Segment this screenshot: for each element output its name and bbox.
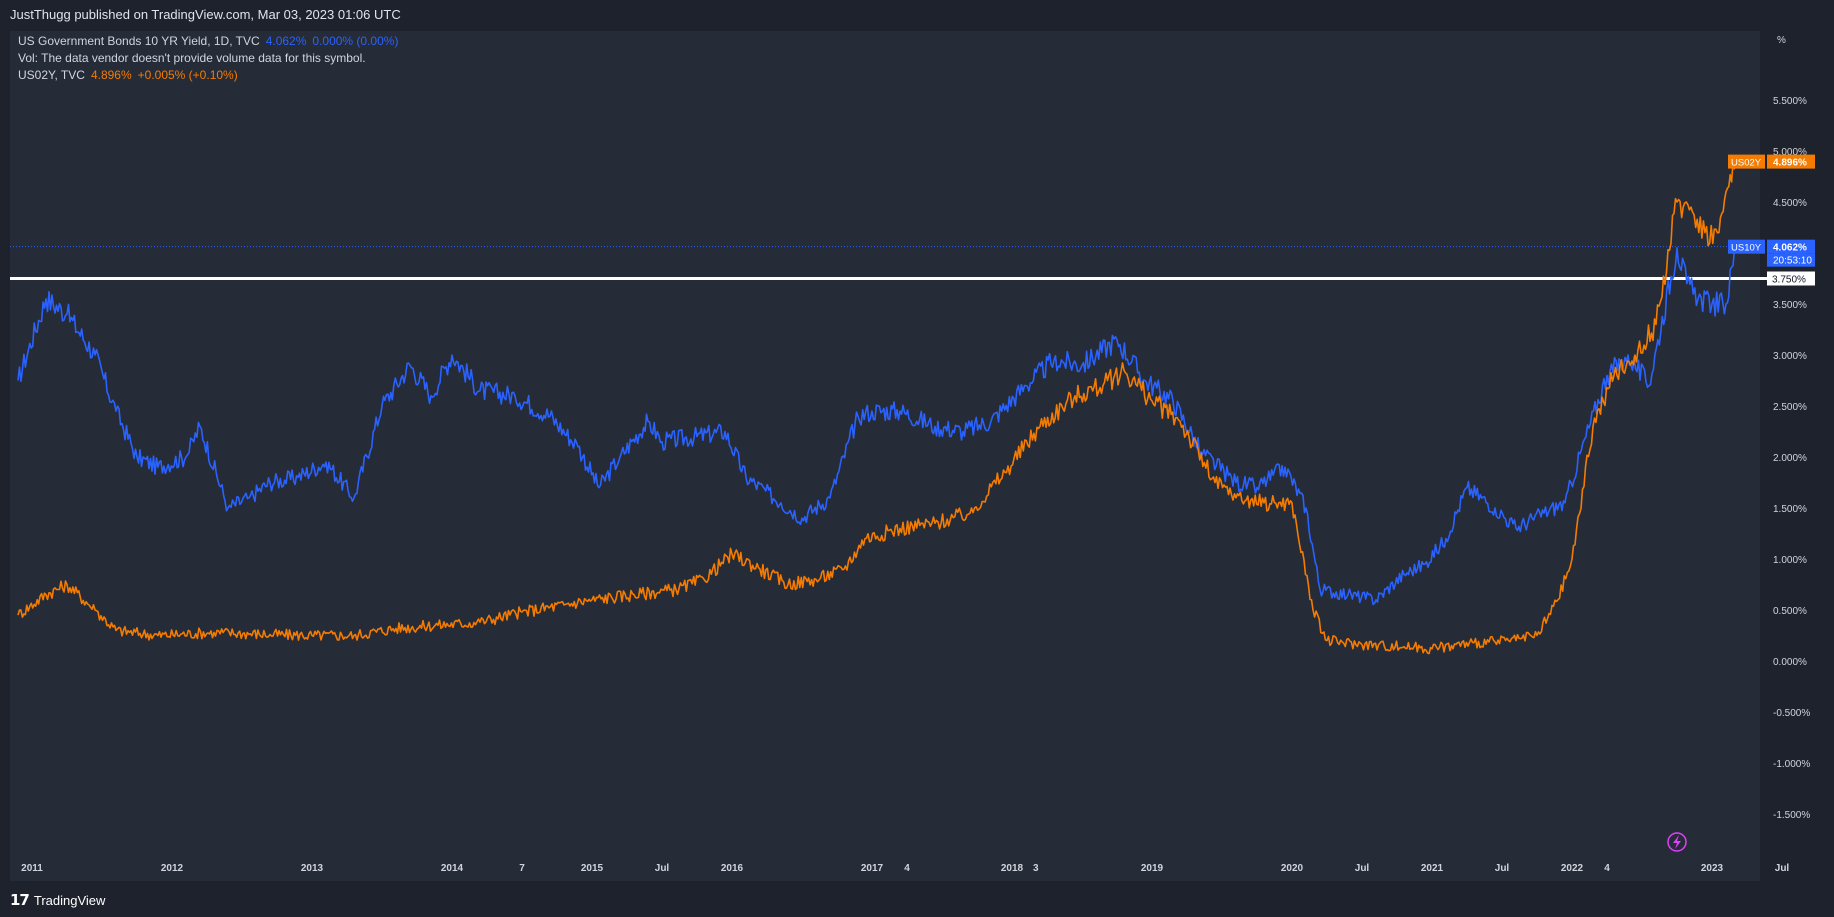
x-tick-label: 2016	[721, 863, 744, 874]
legend-vol-text: Vol: The data vendor doesn't provide vol…	[18, 51, 366, 65]
price-axis[interactable]	[1760, 29, 1834, 882]
us10y-value-label: 4.062%	[1773, 243, 1807, 254]
y-tick-label: 2.500%	[1773, 402, 1807, 413]
y-tick-label: 0.000%	[1773, 657, 1807, 668]
tradingview-logo-text: TradingView	[33, 892, 106, 908]
lightning-icon[interactable]	[1667, 832, 1687, 852]
y-tick-label: 3.500%	[1773, 300, 1807, 311]
footer: 17 TradingView	[0, 882, 1834, 917]
y-tick-label: 0.500%	[1773, 606, 1807, 617]
tradingview-logo[interactable]: 17 TradingView	[10, 891, 105, 909]
published-line: JustThugg published on TradingView.com, …	[10, 7, 401, 22]
legend-us10y[interactable]: US Government Bonds 10 YR Yield, 1D, TVC…	[18, 33, 398, 50]
us10y-tag-box	[1728, 239, 1765, 254]
y-axis-unit-label: %	[1777, 35, 1786, 46]
x-tick-label: 2014	[441, 863, 464, 874]
hline-value-label: 3.750%	[1772, 275, 1806, 286]
y-tick-label: -1.000%	[1773, 759, 1810, 770]
y-tick-label: -0.500%	[1773, 708, 1810, 719]
chart-legend: US Government Bonds 10 YR Yield, 1D, TVC…	[18, 33, 398, 84]
legend-us02y-value: 4.896%	[90, 68, 132, 82]
us02y-value-box	[1767, 154, 1815, 169]
series-line-us02y[interactable]	[17, 161, 1737, 655]
legend-us10y-value: 4.062%	[265, 34, 307, 48]
x-tick-label: 4	[904, 863, 910, 874]
x-tick-label: 7	[519, 863, 525, 874]
hline-value-box	[1767, 271, 1815, 286]
us10y-price-tag[interactable]: US10Y 4.062%	[1728, 239, 1815, 254]
us10y-countdown-label: 20:53:10	[1773, 256, 1812, 267]
y-tick-label: -1.500%	[1773, 810, 1810, 821]
y-tick-label: 5.500%	[1773, 96, 1807, 107]
x-tick-label: 2023	[1701, 863, 1724, 874]
legend-us02y[interactable]: US02Y, TVC 4.896% +0.005% (+0.10%)	[18, 67, 398, 84]
legend-us02y-name: US02Y, TVC	[18, 68, 85, 82]
x-tick-label: 2022	[1561, 863, 1584, 874]
legend-us10y-change: 0.000% (0.00%)	[312, 34, 399, 48]
y-tick-label: 3.000%	[1773, 351, 1807, 362]
legend-vol[interactable]: Vol: The data vendor doesn't provide vol…	[18, 50, 398, 67]
y-tick-label: 4.500%	[1773, 198, 1807, 209]
x-tick-label: 2011	[21, 863, 43, 874]
x-tick-label: 2012	[161, 863, 184, 874]
x-tick-label: Jul	[655, 863, 670, 874]
x-tick-label: Jul	[1495, 863, 1510, 874]
x-tick-label: 4	[1604, 863, 1610, 874]
us02y-price-tag[interactable]: US02Y 4.896%	[1728, 154, 1815, 169]
x-tick-label: 2018	[1001, 863, 1024, 874]
x-tick-label: Jul	[1775, 863, 1790, 874]
tradingview-logo-icon: 17	[10, 891, 30, 909]
x-tick-label: 2017	[861, 863, 884, 874]
us02y-tag-label: US02Y	[1731, 158, 1762, 169]
y-tick-label: 5.000%	[1773, 147, 1807, 158]
lightning-icon-glyph	[1673, 835, 1681, 849]
plot-pane[interactable]	[10, 31, 1760, 881]
y-tick-label: 1.000%	[1773, 555, 1807, 566]
x-tick-label: 3	[1033, 863, 1039, 874]
us10y-value-box	[1767, 239, 1815, 254]
series-line-us10y[interactable]	[17, 246, 1737, 606]
legend-us02y-change: +0.005% (+0.10%)	[137, 68, 238, 82]
x-tick-label: 2019	[1141, 863, 1164, 874]
x-tick-label: 2015	[581, 863, 604, 874]
y-tick-label: 1.500%	[1773, 504, 1807, 515]
x-tick-label: Jul	[1355, 863, 1370, 874]
published-header: JustThugg published on TradingView.com, …	[0, 0, 1834, 29]
us10y-countdown-box	[1767, 253, 1815, 267]
y-tick-label: 2.000%	[1773, 453, 1807, 464]
us02y-tag-box	[1728, 154, 1765, 169]
x-tick-label: 2020	[1281, 863, 1304, 874]
us02y-value-label: 4.896%	[1773, 158, 1807, 169]
us10y-tag-label: US10Y	[1731, 243, 1762, 254]
x-tick-label: 2021	[1421, 863, 1444, 874]
x-tick-label: 2013	[301, 863, 324, 874]
legend-us10y-name: US Government Bonds 10 YR Yield, 1D, TVC	[18, 34, 260, 48]
yield-chart[interactable]: %5.500%5.000%4.500%4.000%3.500%3.000%2.5…	[0, 29, 1834, 882]
